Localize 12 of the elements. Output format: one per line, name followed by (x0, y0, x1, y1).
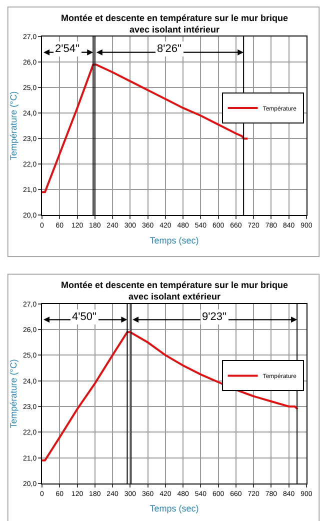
annotation: 9'23'' (202, 311, 227, 323)
x-axis-title: Temps (sec) (150, 504, 199, 514)
chart-title: Montée et descente en température sur le mur brique avec isolant extérieur (61, 280, 288, 302)
annotation: 2'54'' (55, 43, 80, 55)
annotation: 8'26'' (157, 43, 182, 55)
y-axis-title: Température (°C) (8, 91, 18, 160)
line-series (42, 64, 249, 194)
chart-title: Montée et descente en température sur le mur brique avec isolant intérieur (61, 13, 288, 35)
line-series (42, 331, 299, 462)
y-axis-title: Température (°C) (8, 359, 18, 428)
annotation: 4'50'' (72, 311, 97, 323)
x-axis-title: Temps (sec) (150, 235, 199, 246)
